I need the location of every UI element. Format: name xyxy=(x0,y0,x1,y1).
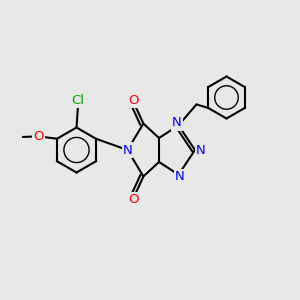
Text: O: O xyxy=(128,94,139,107)
Text: Cl: Cl xyxy=(71,94,85,107)
Text: N: N xyxy=(172,116,182,130)
Text: O: O xyxy=(33,130,44,143)
Text: N: N xyxy=(175,170,185,184)
Text: O: O xyxy=(128,193,139,206)
Text: N: N xyxy=(123,143,132,157)
Text: N: N xyxy=(196,143,206,157)
